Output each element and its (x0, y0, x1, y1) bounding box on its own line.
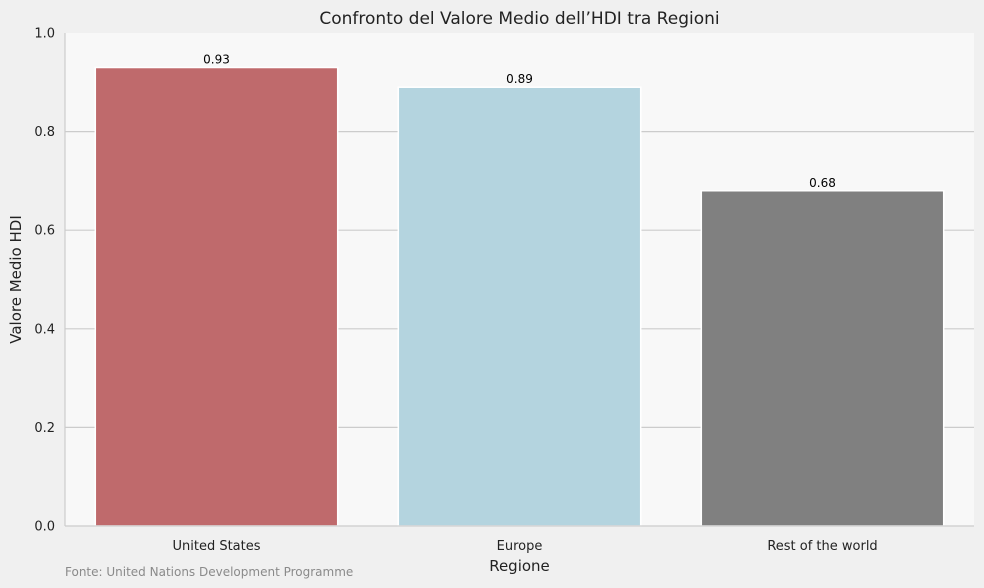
bar-value-label: 0.68 (809, 176, 836, 190)
source-note: Fonte: United Nations Development Progra… (65, 565, 353, 579)
y-tick-label: 0.4 (34, 322, 55, 337)
x-tick-label: Rest of the world (767, 539, 877, 554)
x-tick-label: United States (172, 539, 260, 554)
x-tick-labels: United States Europe Rest of the world (172, 539, 877, 554)
y-tick-label: 0.0 (34, 520, 55, 535)
x-axis-label: Regione (489, 557, 550, 575)
y-tick-label: 0.2 (34, 421, 55, 436)
y-axis-label: Valore Medio HDI (7, 215, 25, 344)
data-labels: 0.93 0.89 0.68 (203, 53, 836, 190)
bar-europe (397, 86, 642, 527)
y-tick-label: 0.6 (34, 224, 55, 239)
y-tick-labels: 0.0 0.2 0.4 0.6 0.8 1.0 (34, 27, 55, 535)
bar-value-label: 0.93 (203, 53, 230, 67)
bar-united-states (94, 66, 339, 527)
y-tick-label: 0.8 (34, 125, 55, 140)
bar-rest-of-the-world (700, 190, 945, 527)
y-tick-label: 1.0 (34, 27, 55, 42)
bars (94, 66, 945, 527)
x-tick-label: Europe (497, 539, 543, 554)
bar-value-label: 0.89 (506, 72, 533, 86)
chart-title: Confronto del Valore Medio dell’HDI tra … (319, 9, 719, 29)
